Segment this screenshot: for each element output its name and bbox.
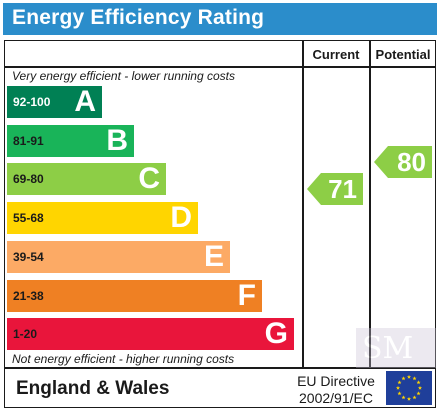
directive-line-1: EU Directive <box>297 373 375 389</box>
eu-star <box>412 395 417 400</box>
band-a: 92-100 A <box>7 85 102 118</box>
column-potential: Potential <box>375 47 431 62</box>
band-letter-a: A <box>74 85 96 118</box>
band-letter-f: F <box>237 279 256 312</box>
eu-star <box>395 385 401 390</box>
band-range-e: 39-54 <box>13 250 44 264</box>
rating-frame <box>4 40 436 408</box>
eu-star <box>406 374 412 379</box>
band-b: 81-91 B <box>7 124 134 157</box>
band-range-a: 92-100 <box>13 95 51 109</box>
svg-text:SM: SM <box>362 331 413 366</box>
directive-label: EU Directive 2002/91/EC <box>292 373 380 407</box>
band-e: 39-54 E <box>7 240 230 273</box>
potential-rating-arrow: 80 <box>374 146 432 178</box>
divider-current <box>302 40 304 368</box>
title-bar: Energy Efficiency Rating <box>0 0 440 38</box>
band-range-f: 21-38 <box>13 289 44 303</box>
eu-star <box>397 391 402 396</box>
band-c: 69-80 C <box>7 162 166 195</box>
band-range-d: 55-68 <box>13 211 44 225</box>
eu-star <box>406 396 412 401</box>
band-letter-g: G <box>264 317 288 350</box>
watermark-logo: SM <box>356 328 436 368</box>
eu-star <box>417 385 423 390</box>
band-letter-c: C <box>138 162 160 195</box>
band-range-c: 69-80 <box>13 172 44 186</box>
note-top: Very energy efficient - lower running co… <box>12 69 235 83</box>
eu-star <box>416 391 421 396</box>
eu-star <box>412 376 417 381</box>
eu-star <box>401 376 406 381</box>
current-arrow-shape <box>307 173 363 205</box>
band-letter-e: E <box>203 240 224 273</box>
divider-potential <box>369 40 371 368</box>
eu-star <box>416 380 421 385</box>
band-letter-b: B <box>106 124 128 157</box>
current-rating-value: 71 <box>328 174 357 204</box>
footer-divider <box>4 367 436 369</box>
band-f: 21-38 F <box>7 279 262 312</box>
potential-arrow-shape <box>374 146 432 178</box>
band-range-b: 81-91 <box>13 134 44 148</box>
note-bottom: Not energy efficient - higher running co… <box>12 352 235 366</box>
band-letter-d: D <box>170 201 192 234</box>
band-range-g: 1-20 <box>13 327 38 341</box>
potential-rating-value: 80 <box>397 147 426 177</box>
band-g: 1-20 G <box>7 317 294 350</box>
region-label: England & Wales <box>16 378 170 399</box>
eu-star <box>401 395 406 400</box>
band-d: 55-68 D <box>7 201 198 234</box>
eu-star <box>397 380 402 385</box>
directive-line-2: 2002/91/EC <box>299 390 373 406</box>
header-divider <box>4 66 436 68</box>
page-title: Energy Efficiency Rating <box>12 6 265 29</box>
title-background <box>3 3 437 35</box>
current-rating-arrow: 71 <box>307 173 363 205</box>
eu-flag-icon <box>386 371 432 405</box>
column-current: Current <box>312 47 360 62</box>
